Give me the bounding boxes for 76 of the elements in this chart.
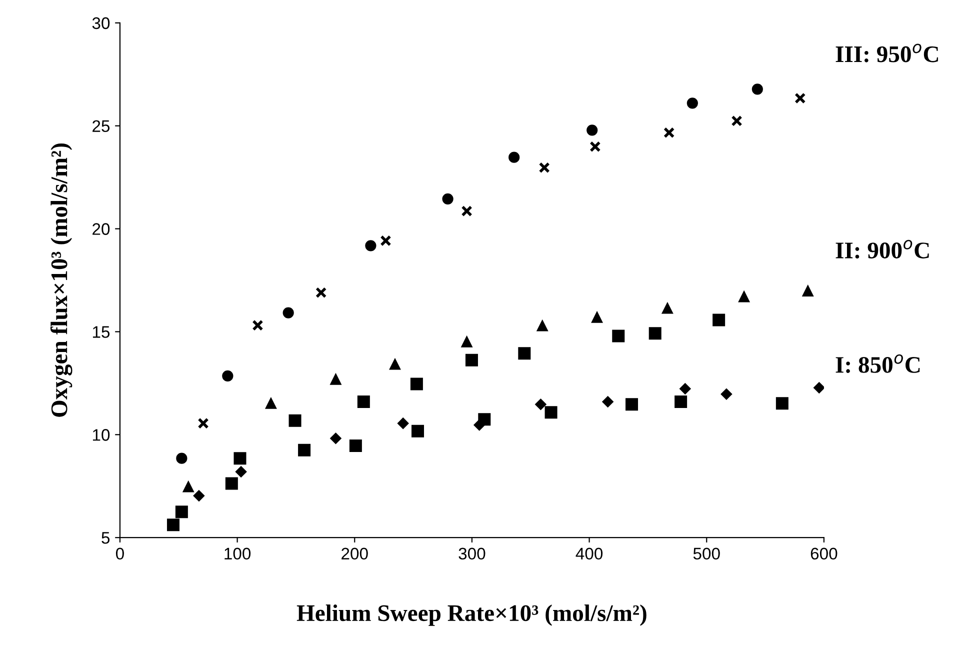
point bbox=[282, 307, 294, 318]
point bbox=[776, 397, 788, 410]
point bbox=[752, 84, 763, 95]
point bbox=[680, 383, 691, 394]
y-tick-label: 15 bbox=[92, 326, 110, 338]
point bbox=[389, 358, 401, 370]
point bbox=[626, 398, 638, 411]
point bbox=[365, 240, 376, 252]
point bbox=[412, 424, 424, 438]
point bbox=[465, 354, 478, 366]
point bbox=[461, 336, 472, 348]
y-tick-label: 25 bbox=[92, 120, 110, 132]
point bbox=[686, 98, 698, 109]
point bbox=[731, 115, 742, 126]
point bbox=[712, 314, 726, 326]
y-tick-label: 10 bbox=[92, 429, 110, 441]
point bbox=[252, 320, 264, 331]
point bbox=[330, 432, 342, 444]
point bbox=[536, 320, 548, 332]
point bbox=[330, 374, 342, 385]
point bbox=[720, 388, 732, 400]
x-tick-label: 0 bbox=[116, 548, 124, 560]
point bbox=[738, 291, 750, 302]
point bbox=[193, 490, 205, 502]
point bbox=[664, 127, 675, 138]
x-tick-label: 300 bbox=[458, 548, 486, 560]
point bbox=[474, 419, 485, 431]
point bbox=[198, 418, 209, 429]
point bbox=[518, 347, 531, 360]
point bbox=[461, 206, 472, 217]
x-tick-label: 100 bbox=[224, 548, 251, 560]
point bbox=[410, 378, 423, 390]
x-axis-title: Helium Sweep Rate×10³ (mol/s/m²) bbox=[296, 604, 646, 626]
text: III: 950$^{o}$C bbox=[836, 44, 938, 62]
point bbox=[222, 370, 234, 382]
point bbox=[814, 382, 824, 394]
x-tick-label: 400 bbox=[576, 548, 603, 560]
y-tick-label: 30 bbox=[92, 17, 110, 30]
point bbox=[538, 162, 550, 174]
point bbox=[175, 506, 188, 518]
point bbox=[166, 518, 180, 532]
point bbox=[182, 481, 194, 492]
point bbox=[357, 395, 370, 408]
point bbox=[602, 396, 614, 408]
point bbox=[234, 452, 246, 465]
point bbox=[298, 444, 311, 456]
point bbox=[586, 124, 598, 136]
point bbox=[176, 452, 188, 464]
point bbox=[612, 330, 625, 342]
text: II: 900$^{o}$C bbox=[836, 240, 929, 259]
x-tick-label: 600 bbox=[810, 548, 838, 560]
point bbox=[380, 235, 392, 246]
point bbox=[442, 193, 454, 204]
y-tick-label: 5 bbox=[102, 532, 110, 544]
point bbox=[591, 312, 603, 323]
x-tick-label: 200 bbox=[342, 548, 368, 560]
point bbox=[508, 152, 520, 163]
point bbox=[316, 287, 327, 298]
point bbox=[648, 327, 662, 340]
point bbox=[535, 398, 546, 410]
point bbox=[265, 398, 277, 409]
point bbox=[225, 477, 238, 490]
point bbox=[288, 414, 302, 427]
point bbox=[397, 418, 409, 429]
point bbox=[794, 92, 806, 104]
y-tick-label: 20 bbox=[92, 223, 110, 235]
point bbox=[544, 406, 558, 419]
point bbox=[235, 466, 247, 478]
y-axis-title: Oxygen flux×10³ (mol/s/m²) bbox=[50, 144, 72, 417]
point bbox=[802, 285, 814, 296]
point bbox=[662, 302, 673, 314]
point bbox=[674, 395, 688, 408]
point bbox=[590, 141, 601, 152]
point bbox=[349, 440, 362, 452]
x-tick-label: 500 bbox=[693, 548, 720, 560]
text: I: 850$^{o}$C bbox=[836, 354, 920, 373]
